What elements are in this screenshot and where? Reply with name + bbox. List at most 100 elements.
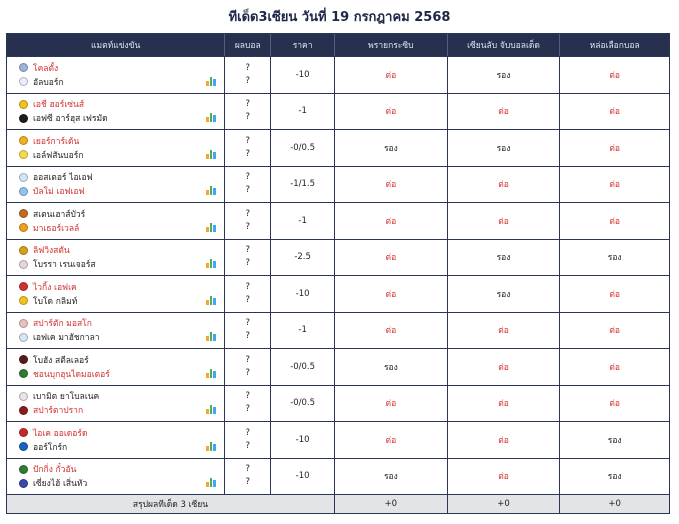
stats-chart-icon[interactable] <box>206 113 216 122</box>
match-cell: เบามิต ยาโบลเนคสปาร์ตาปราก <box>7 385 226 421</box>
tipster-1-pick: ต่อ <box>335 239 448 275</box>
away-team-name[interactable]: บัลโม่ เอฟเอฟ <box>33 187 85 198</box>
away-score: ? <box>245 440 251 451</box>
home-team-name[interactable]: โคลตั้ง <box>33 63 59 74</box>
away-team[interactable]: อัลบอร์ก <box>19 75 224 89</box>
away-team-name[interactable]: เอฟเค มาฮัชกาลา <box>33 333 100 344</box>
tipster-3-pick: รอง <box>607 253 622 264</box>
tipster-1-pick: ต่อ <box>335 422 448 458</box>
home-team[interactable]: ลิฟวิงสตัน <box>19 243 224 257</box>
tipster-2-pick: ต่อ <box>448 93 561 129</box>
away-team[interactable]: เอฟเค มาฮัชกาลา <box>19 330 224 344</box>
away-team-name[interactable]: มาเธอร์เวลล์ <box>33 223 80 234</box>
away-team-name[interactable]: ชอนบุกฮุนไดมอเตอร์ <box>33 369 110 380</box>
price-cell: -10 <box>271 276 336 312</box>
home-team-name[interactable]: ลิฟวิงสตัน <box>33 246 70 257</box>
match-cell: ไวกิ้ง เอฟเคโบโด กลิมท์ <box>7 276 226 312</box>
stats-chart-icon[interactable] <box>206 222 216 232</box>
home-team-name[interactable]: ไวกิ้ง เอฟเค <box>33 282 77 293</box>
away-team[interactable]: ชอนบุกฮุนไดมอเตอร์ <box>19 367 224 381</box>
away-team-name[interactable]: ออร์โกร์ก <box>33 442 68 453</box>
match-cell: โบฮัง สตีลเลอร์ชอนบุกฮุนไดมอเตอร์ <box>7 349 226 385</box>
match-cell: เอชี ฮอร์เซ่นส์เอฟซี อาร์ฮุส เฟรมัด <box>7 93 226 129</box>
home-team-name[interactable]: ปักกิ่ง กั๋วอัน <box>33 465 77 476</box>
away-team-name[interactable]: เซี่ยงไฮ้ เสิ่นหัว <box>33 479 88 490</box>
stats-chart-icon[interactable] <box>206 186 216 195</box>
match-cell: สปาร์ตัก มอสโกเอฟเค มาฮัชกาลา <box>7 312 226 348</box>
away-score: ? <box>245 258 251 269</box>
home-team-name[interactable]: สเตนเฮาส์บัวร์ <box>33 209 86 220</box>
away-team[interactable]: สปาร์ตาปราก <box>19 403 224 417</box>
home-team-name[interactable]: สปาร์ตัก มอสโก <box>33 319 92 330</box>
stats-chart-icon[interactable] <box>206 76 216 86</box>
away-team[interactable]: เอล์ฟสันบอร์ก <box>19 148 224 162</box>
home-team-logo-icon <box>19 391 28 401</box>
home-score: ? <box>245 391 251 402</box>
away-team-logo-icon <box>19 442 28 452</box>
home-team[interactable]: ไอเค ออเดอร์ด <box>19 426 224 440</box>
summary-label: สรุปผลทีเด็ด 3 เซียน <box>7 495 335 513</box>
home-score: ? <box>245 62 251 73</box>
tipster-3-pick: ต่อ <box>609 362 620 373</box>
table-row: โบฮัง สตีลเลอร์ ชอนบุกฮุนไดมอเตอร์?? -0/0.… <box>7 348 669 385</box>
stats-chart-icon[interactable] <box>206 259 216 268</box>
stats-chart-icon[interactable] <box>206 149 216 159</box>
score-cell: ?? <box>225 458 272 494</box>
away-team-name[interactable]: เอฟซี อาร์ฮุส เฟรมัด <box>33 114 108 125</box>
home-score: ? <box>245 172 251 183</box>
stats-chart-icon[interactable] <box>206 295 216 305</box>
home-team-name[interactable]: เยอร์การ์เด้น <box>33 136 80 147</box>
home-team[interactable]: ออสเตอร์ ไอเอฟ <box>19 170 224 184</box>
home-team-name[interactable]: ออสเตอร์ ไอเอฟ <box>33 173 93 184</box>
away-team[interactable]: มาเธอร์เวลล์ <box>19 221 224 235</box>
away-team[interactable]: โบโด กลิมท์ <box>19 294 224 308</box>
home-team-name[interactable]: เอชี ฮอร์เซ่นส์ <box>33 100 85 111</box>
home-team[interactable]: โคลตั้ง <box>19 61 224 75</box>
away-team-logo-icon <box>19 223 28 233</box>
away-team-logo-icon <box>19 369 28 379</box>
away-team-name[interactable]: สปาร์ตาปราก <box>33 406 84 417</box>
away-score: ? <box>245 112 251 123</box>
table-row: เยอร์การ์เด้น เอล์ฟสันบอร์ก?? -0/0.5 รอง รอง… <box>7 129 669 166</box>
away-team-logo-icon <box>19 405 28 415</box>
home-team[interactable]: เอชี ฮอร์เซ่นส์ <box>19 97 224 111</box>
home-team-name[interactable]: เบามิต ยาโบลเนค <box>33 392 100 403</box>
match-cell: ออสเตอร์ ไอเอฟบัลโม่ เอฟเอฟ <box>7 166 226 202</box>
home-team[interactable]: โบฮัง สตีลเลอร์ <box>19 353 224 367</box>
home-team[interactable]: สปาร์ตัก มอสโก <box>19 316 224 330</box>
tipster-1-pick: ต่อ <box>335 385 448 421</box>
away-team-logo-icon <box>19 77 28 87</box>
home-team[interactable]: เบามิต ยาโบลเนค <box>19 389 224 403</box>
away-team[interactable]: บัลโม่ เอฟเอฟ <box>19 184 224 198</box>
away-team-name[interactable]: โบรรา เรนเจอร์ส <box>33 260 96 271</box>
away-team[interactable]: ออร์โกร์ก <box>19 440 224 454</box>
stats-chart-icon[interactable] <box>206 405 216 414</box>
away-team[interactable]: เซี่ยงไฮ้ เสิ่นหัว <box>19 476 224 490</box>
home-team[interactable]: ปักกิ่ง กั๋วอัน <box>19 462 224 476</box>
home-team-logo-icon <box>19 172 28 182</box>
price-cell: -1 <box>271 93 336 129</box>
stats-chart-icon[interactable] <box>206 441 216 451</box>
home-team-name[interactable]: โบฮัง สตีลเลอร์ <box>33 355 89 366</box>
tipster-3-pick: รอง <box>607 435 622 446</box>
tipster-1-pick: ต่อ <box>335 203 448 239</box>
stats-chart-icon[interactable] <box>206 368 216 378</box>
header-tipster-1: พรายกระซิบ <box>335 34 448 56</box>
away-team-name[interactable]: เอล์ฟสันบอร์ก <box>33 150 84 161</box>
match-cell: เยอร์การ์เด้นเอล์ฟสันบอร์ก <box>7 130 226 166</box>
away-team[interactable]: โบรรา เรนเจอร์ส <box>19 257 224 271</box>
away-team[interactable]: เอฟซี อาร์ฮุส เฟรมัด <box>19 111 224 125</box>
header-price: ราคา <box>271 34 336 56</box>
away-team-name[interactable]: อัลบอร์ก <box>33 77 64 88</box>
stats-chart-icon[interactable] <box>206 332 216 341</box>
home-team[interactable]: เยอร์การ์เด้น <box>19 134 224 148</box>
table-header: แมตท์แข่งขัน ผลบอล ราคา พรายกระซิบ เซียน… <box>7 34 669 56</box>
home-team-logo-icon <box>19 63 28 73</box>
stats-chart-icon[interactable] <box>206 478 216 487</box>
home-team-name[interactable]: ไอเค ออเดอร์ด <box>33 428 88 439</box>
home-team[interactable]: ไวกิ้ง เอฟเค <box>19 280 224 294</box>
home-team[interactable]: สเตนเฮาส์บัวร์ <box>19 207 224 221</box>
tipster-2-pick: รอง <box>448 57 561 93</box>
tipster-2-pick: ต่อ <box>448 385 561 421</box>
away-team-name[interactable]: โบโด กลิมท์ <box>33 296 78 307</box>
